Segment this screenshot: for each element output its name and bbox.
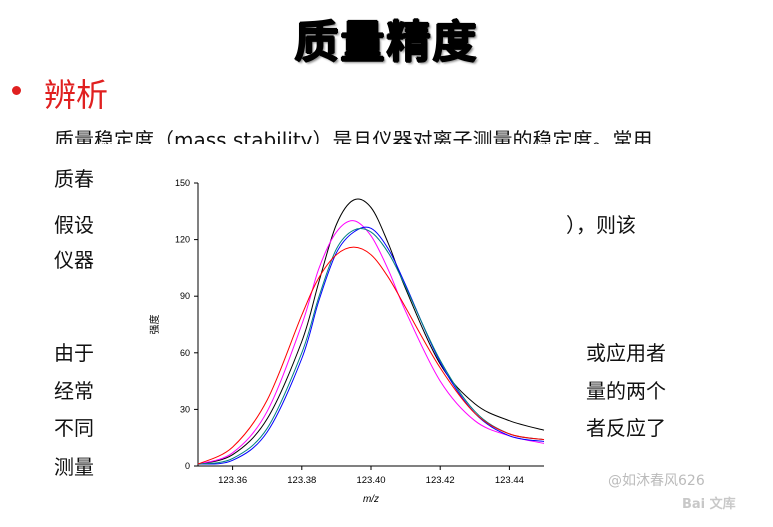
chart-svg: 0 30 60 90 120 150 123.36 123.38 123.40 123.42 123… (148, 178, 545, 505)
text-line-3: 假设 (54, 213, 94, 237)
text-line-6: 经常 (54, 379, 94, 403)
series-line-1 (197, 198, 545, 465)
series-line-2 (197, 220, 545, 465)
text-line-7-right: 者反应了 (586, 416, 666, 440)
section-heading: 辨析 (44, 76, 109, 114)
x-tick-label: 123.42 (426, 475, 455, 486)
text-line-5-right: 或应用者 (586, 341, 666, 365)
watermark-brand: Bai 文库 (682, 497, 736, 512)
text-line-2: 质春 (54, 167, 94, 191)
page-title: 质量精度 (294, 17, 479, 68)
x-axis-label: m/z (363, 494, 379, 505)
series-line-4 (197, 228, 545, 465)
text-line-1: 质量稳定度（mass stability）是且仪器对离子测量的稳定度。常用 (54, 128, 653, 144)
series-line-5 (197, 246, 545, 465)
x-tick-label: 123.40 (356, 475, 385, 486)
mass-spectrum-chart: 0 30 60 90 120 150 123.36 123.38 123.40 123.42 123… (148, 168, 552, 516)
x-tick-label: 123.44 (495, 475, 524, 486)
text-line-4: 仪器 (54, 248, 94, 272)
x-tick-label: 123.36 (218, 475, 247, 486)
y-tick-label: 30 (180, 404, 190, 414)
watermark-user: @如沐春风626 (608, 473, 705, 489)
series-line-3 (197, 226, 545, 465)
y-tick-label: 60 (180, 348, 190, 358)
x-tick-label: 123.38 (287, 475, 316, 486)
text-line-8: 测量 (54, 455, 94, 479)
text-line-5: 由于 (54, 341, 94, 365)
text-line-3-right: ），则该 (566, 213, 636, 237)
text-line-7: 不同 (54, 416, 94, 440)
y-tick-label: 0 (185, 461, 190, 471)
y-tick-label: 90 (180, 291, 190, 301)
y-tick-label: 150 (175, 178, 190, 188)
y-axis-label: 强度 (148, 315, 161, 335)
bullet-dot (12, 86, 21, 95)
y-tick-label: 120 (175, 235, 190, 245)
text-line-6-right: 量的两个 (586, 379, 666, 403)
